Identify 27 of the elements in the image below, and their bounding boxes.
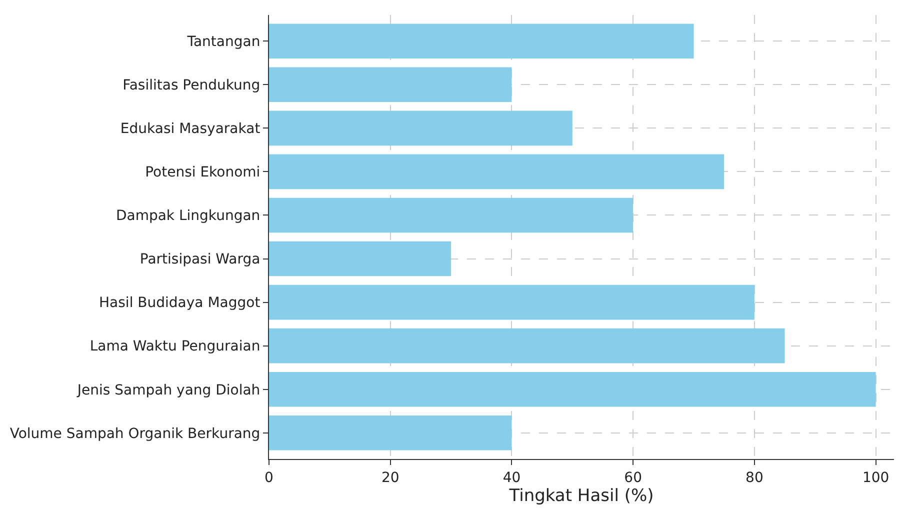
bar (269, 24, 694, 59)
y-tick-label: Hasil Budidaya Maggot (99, 295, 261, 312)
y-tick-label: Volume Sampah Organik Berkurang (10, 426, 260, 442)
bar (269, 372, 876, 407)
bar (269, 154, 724, 190)
y-tick-label: Edukasi Masyarakat (120, 121, 261, 138)
bar (269, 198, 634, 233)
x-tick-label: 100 (862, 470, 890, 486)
x-tick-label: 40 (502, 470, 521, 486)
y-tick-label: Jenis Sampah yang Diolah (76, 382, 260, 398)
bar (269, 67, 512, 102)
x-tick-label: 60 (624, 470, 642, 486)
y-tick-label: Potensi Ekonomi (145, 164, 260, 181)
y-tick-label: Dampak Lingkungan (116, 208, 260, 224)
x-tick-label: 0 (264, 470, 274, 486)
bar (269, 328, 785, 364)
y-tick-label: Tantangan (186, 34, 260, 50)
bar (269, 284, 754, 320)
y-tick-label: Partisipasi Warga (140, 252, 260, 268)
x-tick-label: 20 (381, 470, 400, 486)
bar (269, 241, 452, 276)
bar (269, 415, 512, 450)
y-tick-label: Fasilitas Pendukung (122, 78, 260, 94)
x-axis-title: Tingkat Hasil (%) (508, 486, 654, 506)
bar (269, 110, 572, 146)
x-tick-label: 80 (746, 470, 764, 486)
y-tick-label: Lama Waktu Penguraian (90, 338, 260, 355)
